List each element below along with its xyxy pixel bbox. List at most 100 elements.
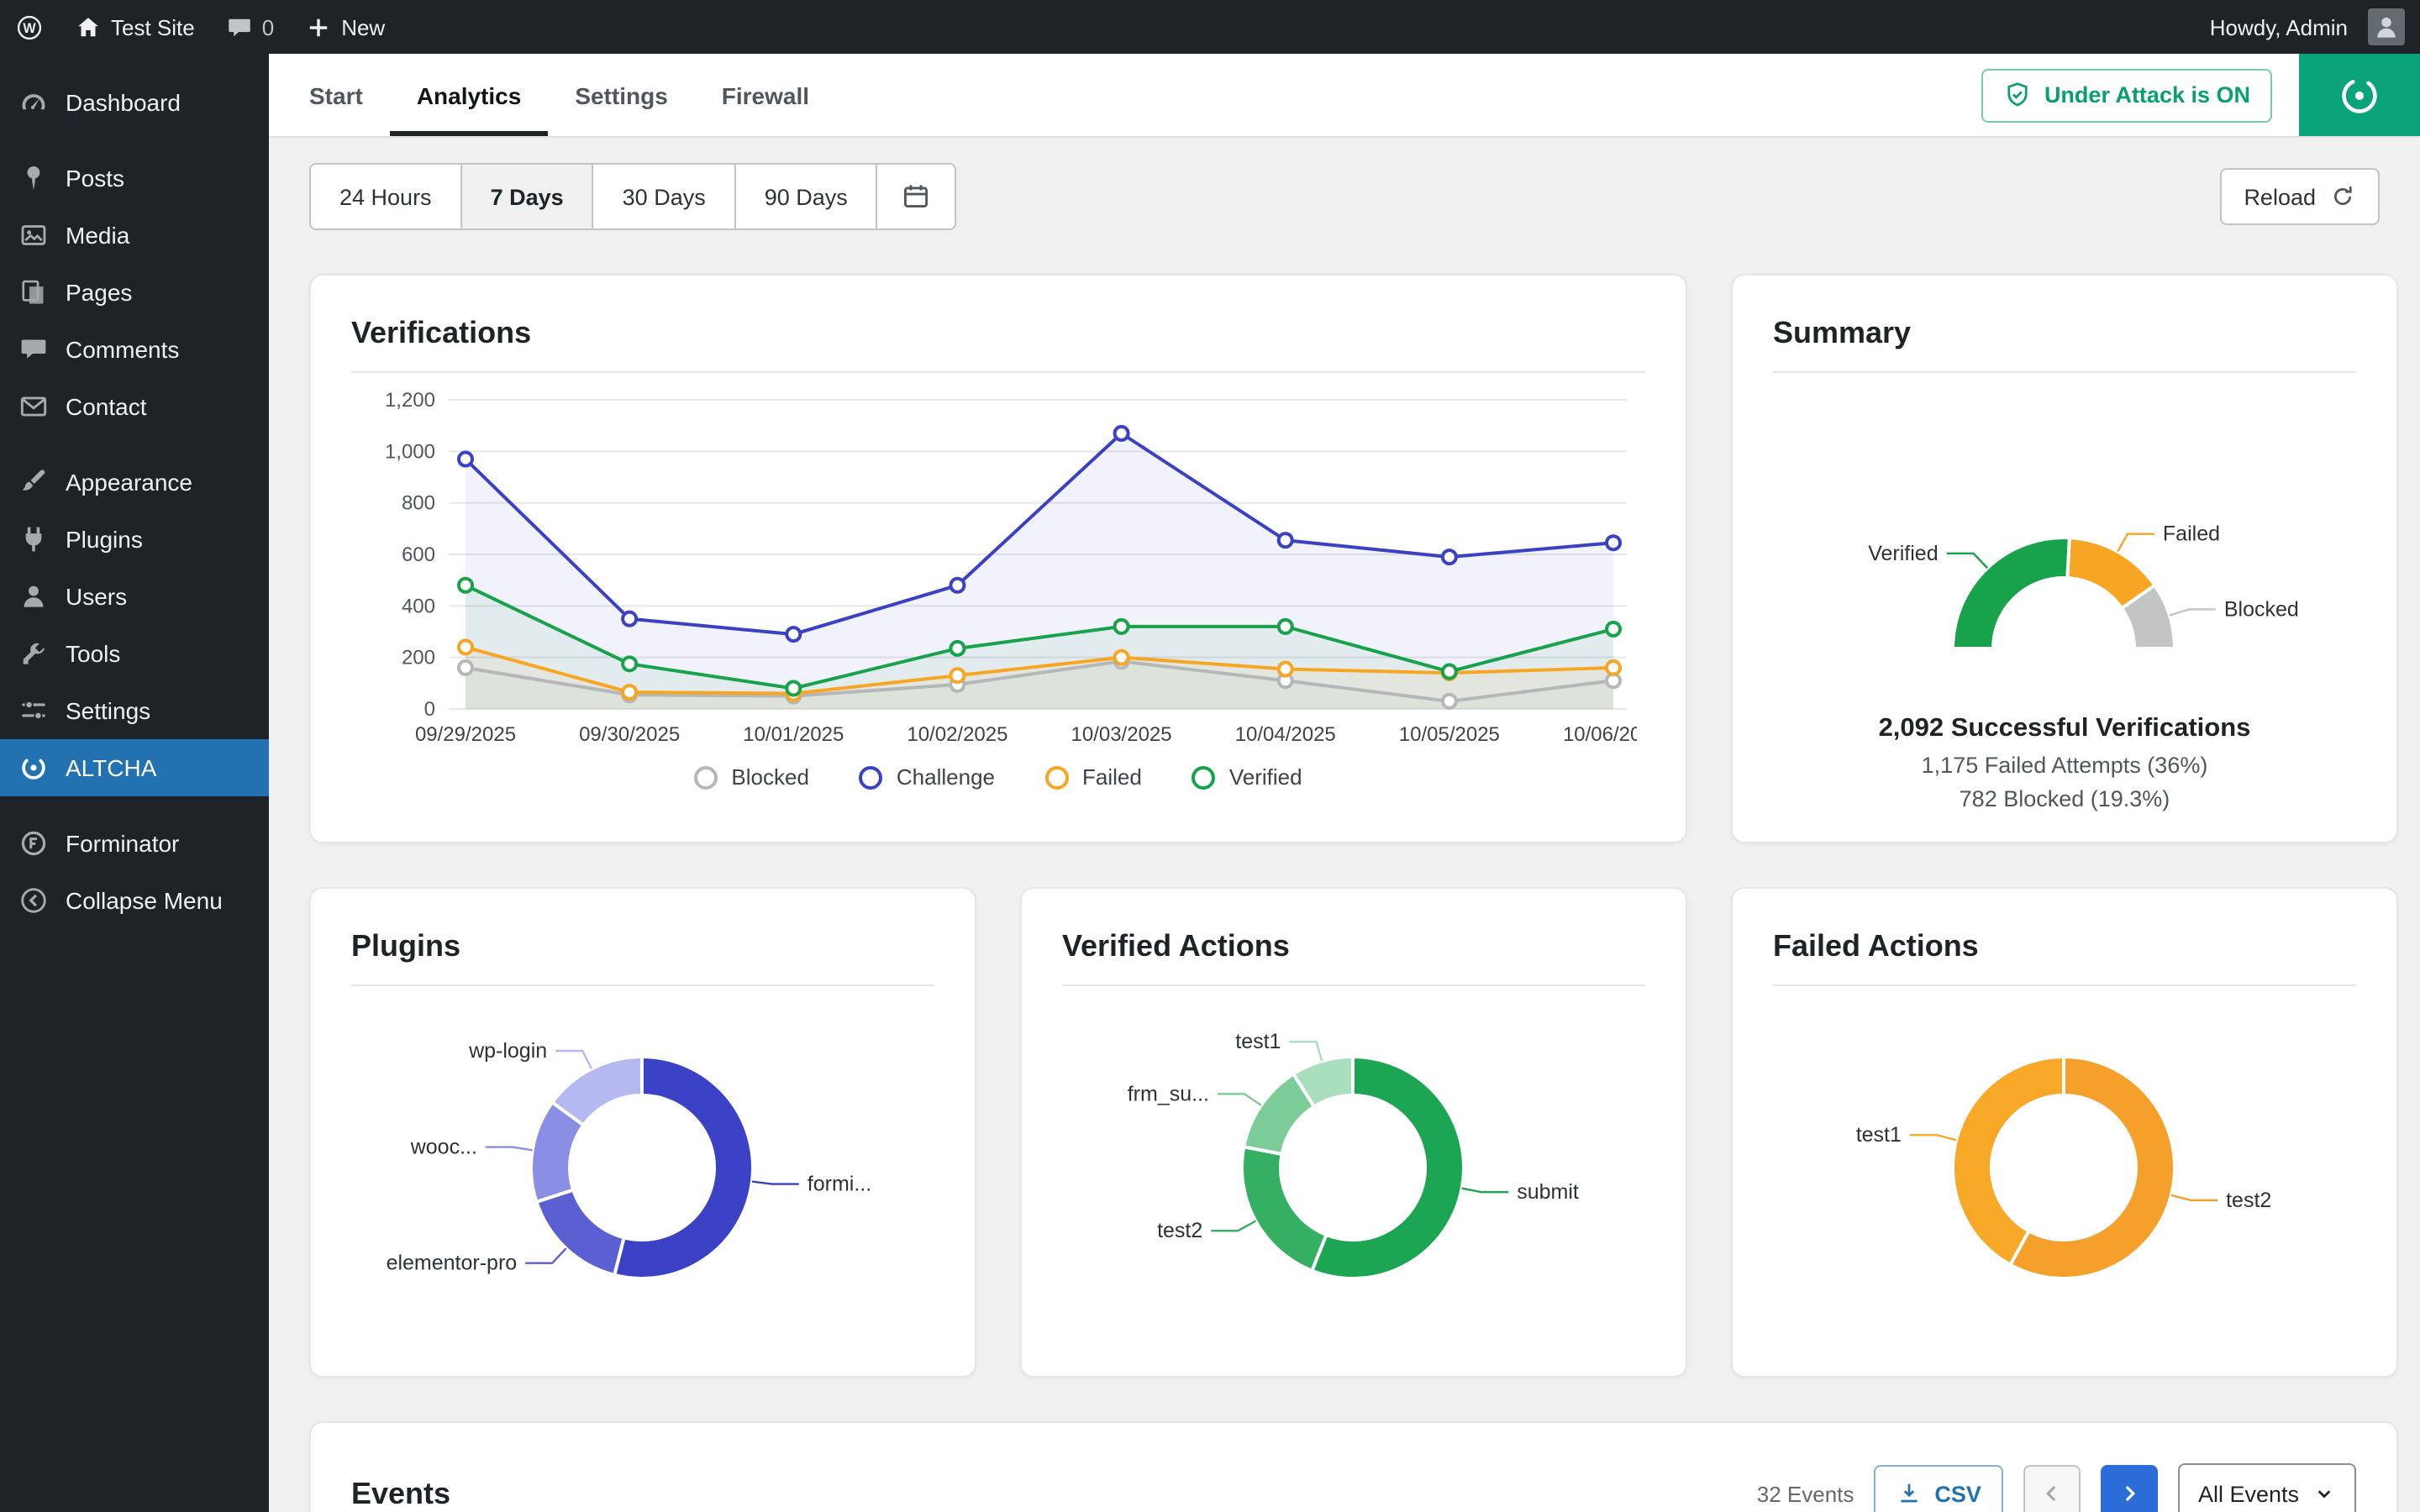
data-point[interactable] [1113, 424, 1130, 442]
comments-shortcut[interactable]: 0 [210, 0, 289, 54]
x-tick-label: 10/04/2025 [1235, 723, 1336, 746]
sidebar-item-label: Contact [66, 393, 147, 420]
legend-label: Blocked [731, 764, 809, 790]
wp-logo-menu[interactable]: W [0, 0, 59, 54]
data-point[interactable] [1440, 692, 1458, 710]
events-filter-select[interactable]: All Events [2177, 1463, 2356, 1512]
sidebar-item-pages[interactable]: Pages [0, 264, 269, 321]
donut-segment-formi...[interactable] [612, 1054, 755, 1280]
data-point[interactable] [457, 450, 474, 468]
plugins-donut-chart: formi... elementor-pro wooc... wp-login [351, 1000, 934, 1337]
data-point[interactable] [1605, 659, 1622, 676]
segment-label: test1 [1235, 1030, 1281, 1053]
refresh-icon [2334, 186, 2352, 206]
data-point[interactable] [949, 576, 966, 594]
segment-label: submit [1517, 1180, 1579, 1204]
donut-segment-test1[interactable] [1951, 1054, 2065, 1268]
under-attack-button[interactable]: Under Attack is ON [1981, 68, 2272, 122]
donut-segment-wp-login[interactable] [550, 1054, 644, 1128]
data-point[interactable] [621, 655, 639, 673]
sidebar-separator [0, 796, 269, 815]
verifications-svg: 0 200 400 600 800 1,000 1,200 09/29/2025 09/30/2… [385, 389, 1664, 746]
data-point[interactable] [949, 667, 966, 685]
legend-item-Challenge[interactable]: Challenge [859, 764, 995, 790]
data-point[interactable] [621, 684, 639, 701]
reload-label: Reload [2244, 184, 2316, 209]
new-menu[interactable]: New [289, 0, 400, 54]
legend-item-Failed[interactable]: Failed [1045, 764, 1142, 790]
data-point[interactable] [1113, 617, 1130, 635]
data-point[interactable] [1605, 534, 1622, 552]
donut-segment-Verified[interactable] [1950, 536, 2072, 650]
sidebar-item-posts[interactable]: Posts [0, 150, 269, 207]
header-right: Under Attack is ON [1981, 54, 2420, 136]
y-tick-label: 1,000 [385, 440, 435, 463]
next-page-button[interactable] [2100, 1465, 2158, 1512]
site-menu[interactable]: Test Site [59, 0, 210, 54]
data-point[interactable] [1440, 663, 1458, 680]
donut-segment-test1[interactable] [1291, 1054, 1355, 1110]
failed_actions-svg: test2 test1 [1856, 1054, 2271, 1280]
data-point[interactable] [1276, 532, 1294, 549]
data-point[interactable] [785, 680, 802, 697]
data-point[interactable] [1440, 549, 1458, 566]
tab-start[interactable]: Start [309, 81, 363, 108]
range-30-days-button[interactable]: 30 Days [593, 165, 736, 228]
sidebar-item-forminator[interactable]: Forminator [0, 815, 269, 872]
previous-page-button[interactable] [2023, 1465, 2081, 1512]
data-point[interactable] [457, 638, 474, 656]
data-point[interactable] [621, 610, 639, 627]
person-icon [2377, 17, 2396, 38]
series-line-Challenge [464, 431, 1614, 637]
legend-item-Blocked[interactable]: Blocked [694, 764, 809, 790]
sidebar-item-users[interactable]: Users [0, 568, 269, 625]
label-leader-line [1289, 1040, 1323, 1062]
data-point[interactable] [457, 576, 474, 594]
failed-actions-card: Failed Actions test2 test1 [1731, 887, 2398, 1378]
donut-segment-submit[interactable] [1309, 1054, 1465, 1280]
new-label: New [341, 14, 386, 39]
legend-label: Failed [1082, 764, 1142, 790]
sidebar-item-settings[interactable]: Settings [0, 682, 269, 739]
reload-button[interactable]: Reload [2220, 168, 2380, 225]
label-leader-line [1909, 1134, 1957, 1142]
sidebar-item-collapse-menu[interactable]: Collapse Menu [0, 872, 269, 929]
under-attack-label: Under Attack is ON [2044, 82, 2250, 108]
sidebar-item-comments[interactable]: Comments [0, 321, 269, 378]
range-90-days-button[interactable]: 90 Days [735, 165, 878, 228]
chevron-down-icon [2317, 1490, 2331, 1499]
range-24-hours-button[interactable]: 24 Hours [311, 165, 462, 228]
tab-firewall[interactable]: Firewall [721, 81, 810, 108]
data-point[interactable] [1605, 620, 1622, 638]
chevron-right-icon [2125, 1485, 2136, 1502]
data-point[interactable] [785, 626, 802, 643]
legend-item-Verified[interactable]: Verified [1192, 764, 1302, 790]
sidebar-item-media[interactable]: Media [0, 207, 269, 264]
range-7-days-button[interactable]: 7 Days [461, 165, 594, 228]
data-point[interactable] [1276, 660, 1294, 678]
sidebar-item-dashboard[interactable]: Dashboard [0, 74, 269, 131]
data-point[interactable] [1113, 648, 1130, 666]
label-leader-line [485, 1146, 533, 1152]
series-area-Challenge [466, 433, 1613, 709]
donut-segment-test2[interactable] [1240, 1144, 1328, 1273]
admin-bar: W Test Site 0 New [0, 0, 2420, 54]
data-point[interactable] [1276, 617, 1294, 635]
sidebar-item-contact[interactable]: Contact [0, 378, 269, 435]
sidebar-item-plugins[interactable]: Plugins [0, 511, 269, 568]
tab-settings[interactable]: Settings [575, 81, 668, 108]
dashboard-icon [17, 86, 50, 119]
altcha-logo[interactable] [2299, 54, 2420, 136]
card-title: Summary [1773, 316, 2356, 373]
sidebar-item-tools[interactable]: Tools [0, 625, 269, 682]
donut-segment-Blocked[interactable] [2119, 582, 2177, 650]
sidebar-item-appearance[interactable]: Appearance [0, 454, 269, 511]
tab-analytics[interactable]: Analytics [390, 54, 549, 136]
csv-export-button[interactable]: CSV [1874, 1465, 2003, 1512]
account-menu[interactable]: Howdy, Admin [2195, 0, 2420, 54]
custom-range-button[interactable] [877, 165, 955, 228]
donut-segment-test2[interactable] [2007, 1054, 2176, 1280]
data-point[interactable] [949, 639, 966, 657]
sidebar-item-altcha[interactable]: ALTCHA [0, 739, 269, 796]
data-point[interactable] [457, 659, 474, 676]
